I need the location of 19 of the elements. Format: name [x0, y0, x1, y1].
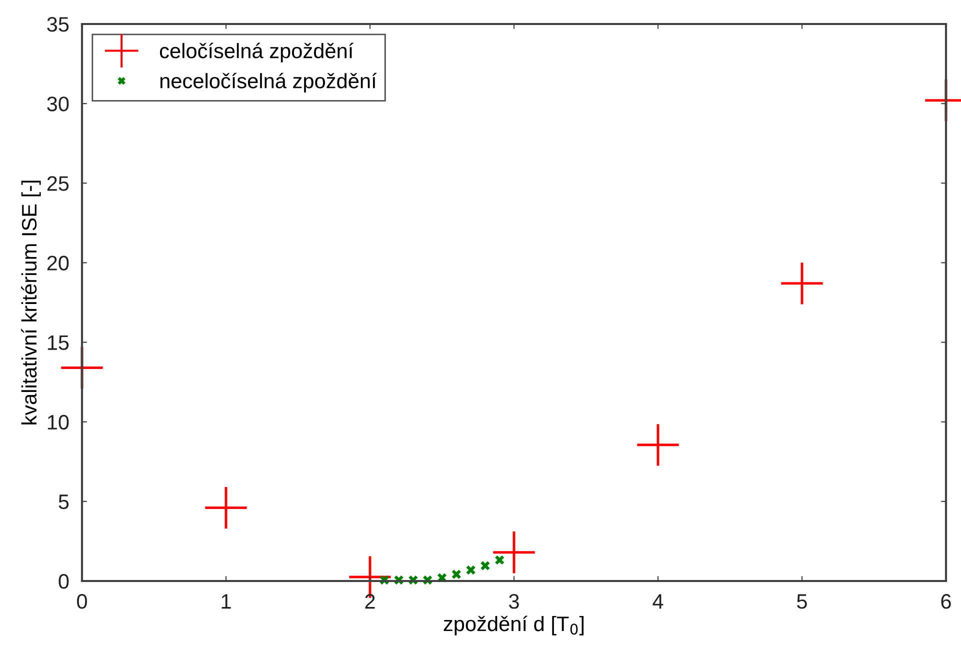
x-tick-label: 5 [797, 594, 807, 609]
x-tick-label: 0 [77, 594, 87, 609]
legend-label: celočíselná zpoždění [160, 42, 354, 62]
y-tick-label: 20 [47, 256, 69, 270]
y-tick-label: 0 [58, 574, 69, 589]
x-axis-title: zpoždění d [T$_{0}$] [444, 616, 584, 636]
y-tick-label: 15 [48, 336, 69, 350]
x-tick-label: 1 [222, 594, 231, 609]
y-axis-title: kvalitativní kritérium ISE [-] [21, 180, 41, 424]
x-tick-label: 3 [509, 594, 519, 609]
x-tick-label: 2 [365, 594, 375, 609]
y-tick-label: 5 [58, 494, 69, 510]
x-tick-label: 4 [652, 594, 664, 609]
y-tick-label: 10 [48, 414, 69, 430]
y-tick-label: 25 [47, 176, 69, 191]
y-tick-label: 35 [47, 17, 69, 32]
x-tick-label: 6 [941, 594, 951, 609]
y-tick-label: 30 [47, 96, 69, 112]
legend-label: neceločíselná zpoždění [160, 72, 377, 92]
